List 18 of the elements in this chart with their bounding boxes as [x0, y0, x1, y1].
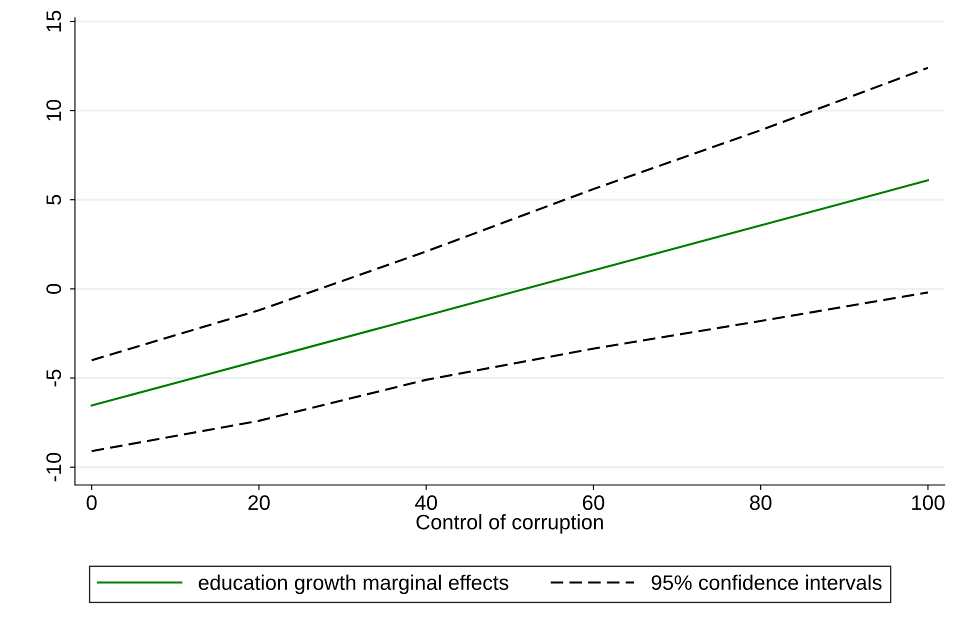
legend-label: education growth marginal effects — [198, 574, 508, 594]
line-series — [90, 291, 929, 452]
y-tick-label: -5 — [46, 370, 62, 386]
x-axis-title: Control of corruption — [416, 514, 603, 534]
x-tick-label: 60 — [582, 495, 604, 510]
y-tick-label: 15 — [46, 10, 62, 32]
y-tick-label: 10 — [46, 100, 62, 121]
x-tick-label: 80 — [750, 495, 772, 510]
y-tick-label: 5 — [46, 194, 62, 205]
y-tick-label: 0 — [46, 284, 62, 294]
x-tick-label: 0 — [86, 495, 97, 510]
line-series — [90, 66, 929, 362]
x-tick-label: 40 — [415, 495, 437, 510]
line-series — [90, 179, 929, 407]
x-tick-label: 100 — [912, 495, 945, 510]
legend-label: 95% confidence intervals — [652, 574, 882, 590]
y-tick-label: -10 — [46, 452, 62, 482]
x-tick-label: 20 — [248, 495, 270, 510]
